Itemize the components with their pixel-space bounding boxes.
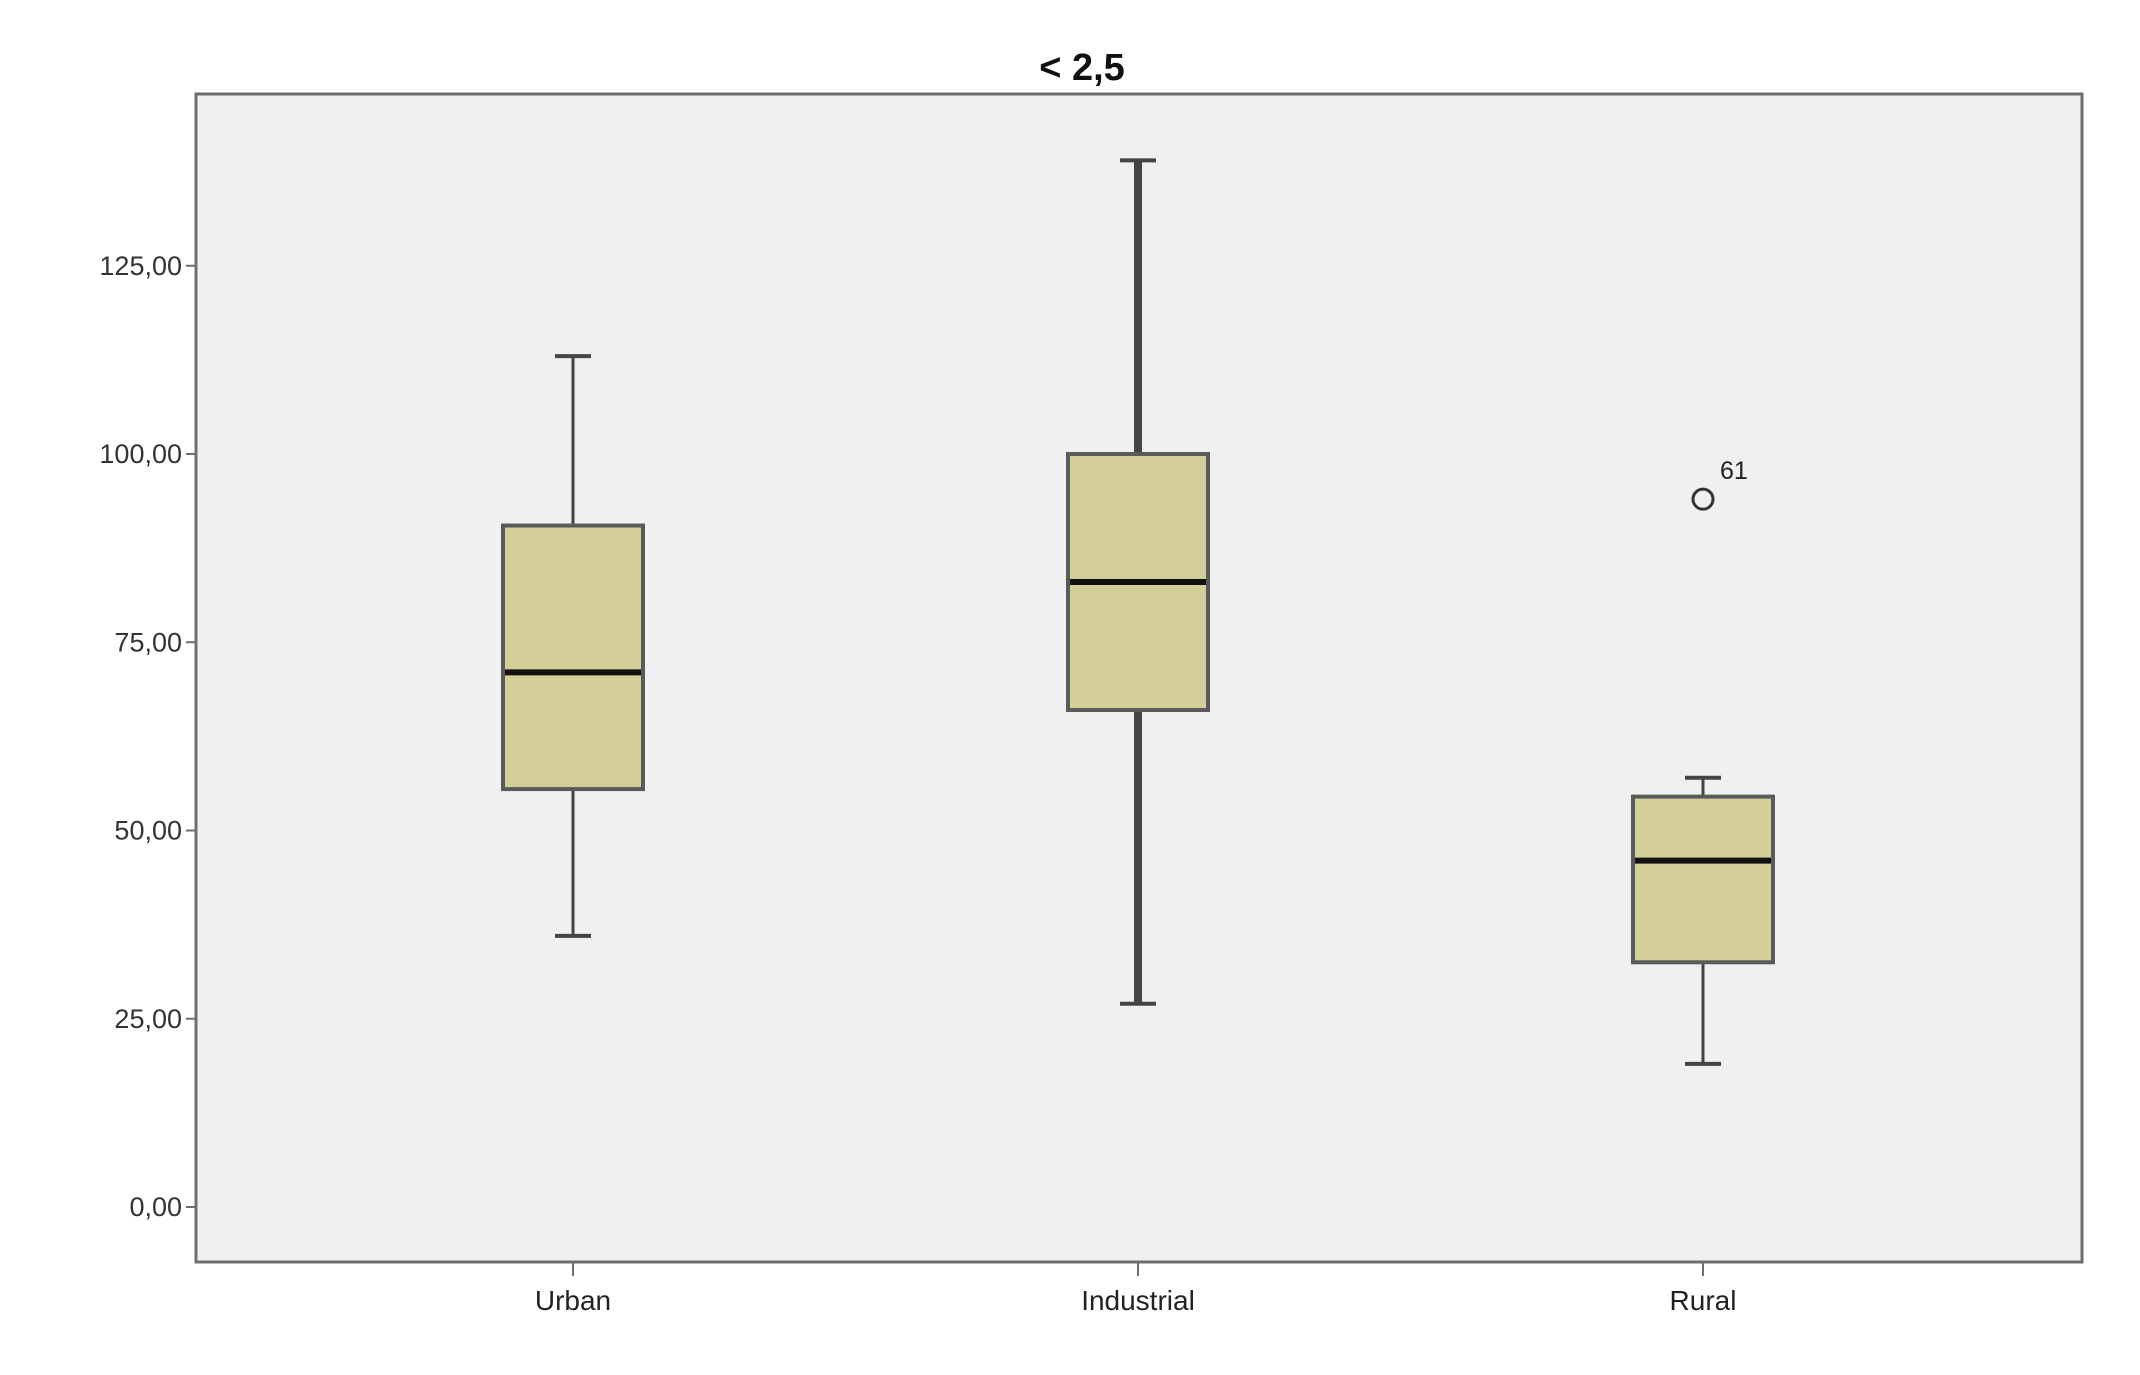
outlier-point [1691,487,1715,511]
box-urban [501,354,645,938]
x-category-label: Rural [1670,1285,1737,1316]
y-tick-label: 50,00 [114,816,182,846]
y-tick-label: 100,00 [99,439,182,469]
y-tick-label: 0,00 [129,1192,182,1222]
outlier-label: 61 [1720,457,1748,485]
box-iqr [1631,794,1775,965]
box-iqr [501,523,645,792]
box-series: 61 [501,158,1775,1066]
box-rural: 61 [1631,457,1775,1066]
box-industrial [1066,158,1210,1006]
y-tick-label: 25,00 [114,1004,182,1034]
chart-title: < 2,5 [1039,47,1125,89]
y-tick-label: 125,00 [99,251,182,281]
x-axis: Urban Industrial Rural [535,1262,1737,1316]
x-category-label: Urban [535,1285,611,1316]
y-tick-label: 75,00 [114,627,182,657]
y-axis: 0,00 25,00 50,00 75,00 100,00 125,00 [99,251,196,1222]
x-category-label: Industrial [1081,1285,1195,1316]
